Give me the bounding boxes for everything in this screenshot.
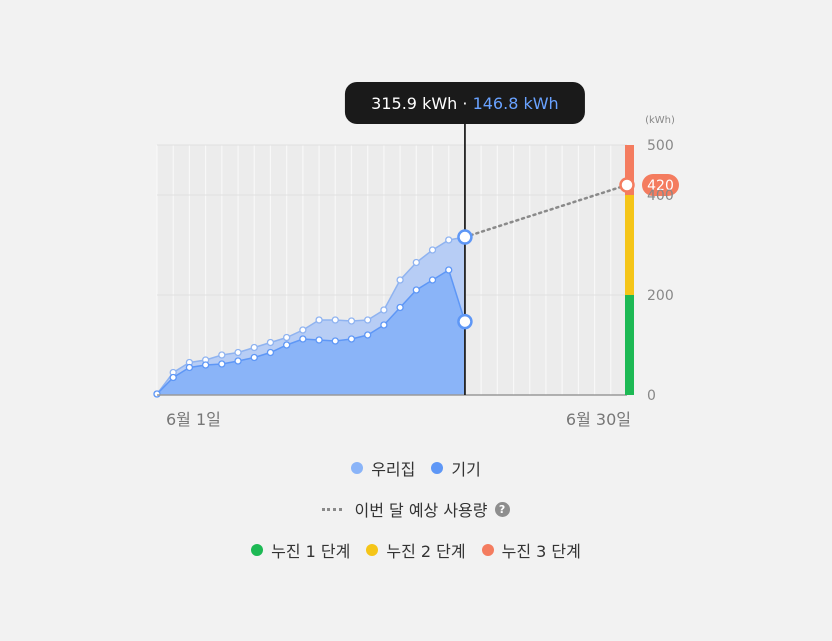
tier-bar-segment-1 [625,295,634,395]
device-point [347,335,356,343]
y-tick-label: 500 [647,138,674,154]
home-point [428,246,437,254]
y-tick-label: 400 [647,188,674,204]
home-current-point [457,229,473,245]
device-point [250,353,258,362]
forecast-line [463,183,629,239]
device-point [299,335,307,343]
device-point [218,360,226,368]
home-point [299,326,307,334]
usage-chart: 420 (kWh) 0 200 400 500 6월 1일 6월 30일 315.9 kWh ·… [153,82,679,429]
tier1-color-swatch [251,544,264,556]
device-current-point [457,313,473,330]
home-point [266,338,275,347]
device-area [157,270,465,395]
home-point [396,276,404,284]
device-point [201,361,210,369]
home-point [234,348,242,357]
tooltip-text: 315.9 kWh · 146.8 kWh [371,94,559,113]
device-point [331,337,339,345]
legend-forecast-label: 이번 달 예상 사용량 [354,501,488,520]
home-point [445,236,453,244]
legend-item-tier1: 누진 1 단계 [251,538,350,562]
device-point [364,331,372,339]
y-tick-label: 200 [647,288,674,304]
device-point [153,390,161,398]
y-axis-unit-label: (kWh) [645,115,675,126]
help-icon[interactable]: ? [494,501,510,517]
home-point [347,317,356,325]
tier3-color-swatch [481,544,494,556]
home-point [283,333,291,342]
device-color-swatch [431,462,444,474]
device-point [380,321,388,329]
tier2-color-swatch [366,544,379,556]
home-point [315,316,323,324]
tier-bar-segment-2 [625,195,634,295]
home-point [331,316,339,324]
home-point [250,343,258,352]
tier-legend: 누진 1 단계 누진 2 단계 누진 3 단계 [0,538,832,562]
series-legend: 우리집 기기 [0,456,832,480]
forecast-value-badge [642,174,679,196]
home-point [364,316,372,324]
legend-home-label: 우리집 [371,460,416,479]
legend-tier1-label: 누진 1 단계 [271,542,351,561]
device-point [234,357,242,365]
tooltip-box [344,82,585,124]
home-point [218,351,226,359]
legend-item-home[interactable]: 우리집 [351,456,415,480]
legend-tier2-label: 누진 2 단계 [386,542,466,561]
device-point [396,303,404,312]
device-point [266,348,275,357]
tooltip-device-value: 146.8 kWh [473,94,559,113]
tooltip-home-value: 315.9 kWh [371,94,457,113]
device-point [283,341,291,349]
legend-item-tier3: 누진 3 단계 [481,538,581,562]
tooltip-separator: · [457,94,472,113]
device-point [412,286,420,294]
device-point [428,276,437,284]
device-point [169,373,177,382]
forecast-legend: 이번 달 예상 사용량 ? [0,497,832,521]
forecast-value-label: 420 [647,178,674,194]
legend-device-label: 기기 [451,460,481,479]
home-color-swatch [351,462,364,474]
dotted-line-icon [322,507,343,511]
legend-item-forecast: 이번 달 예상 사용량 ? [322,497,510,521]
y-tick-label: 0 [647,388,656,404]
device-point [445,266,453,274]
forecast-end-point [619,177,635,193]
x-tick-label-start: 6월 1일 [166,410,221,429]
x-tick-label-end: 6월 30일 [566,410,631,429]
legend-item-tier2: 누진 2 단계 [366,538,466,562]
device-point [185,363,194,372]
legend-item-device[interactable]: 기기 [431,456,481,480]
home-point [412,258,420,267]
device-point [315,336,323,344]
home-point [380,306,388,314]
tier-bar-segment-3 [625,145,634,195]
legend-tier3-label: 누진 3 단계 [501,542,581,561]
